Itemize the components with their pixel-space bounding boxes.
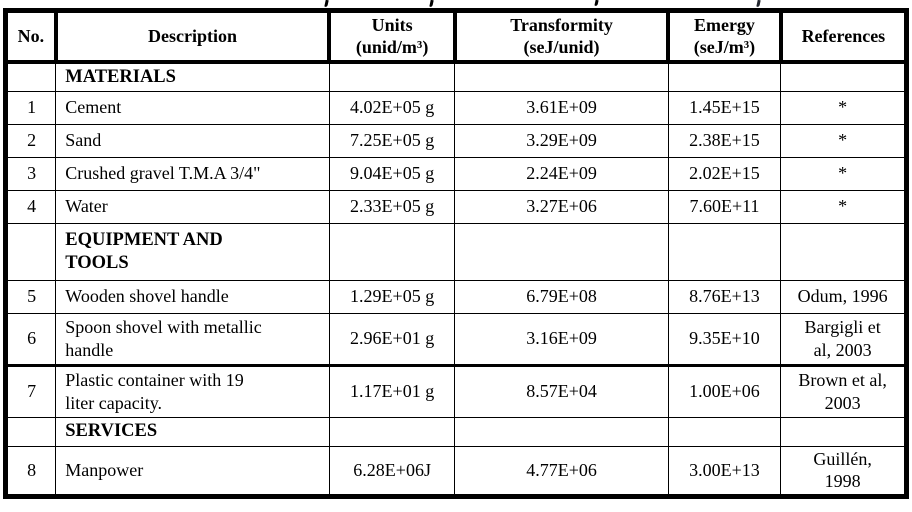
cell-emergy: 7.60E+11 (667, 189, 782, 224)
cell-description: Cement (55, 90, 330, 125)
cell-units: 9.04E+05 g (328, 156, 456, 191)
cell-units (328, 416, 456, 447)
cropped-caption-strip (0, 0, 912, 8)
cell-no (4, 416, 57, 447)
col-header-description: Description (53, 8, 332, 65)
cell-references: Guillén, 1998 (780, 445, 907, 497)
cell-transformity (454, 61, 669, 92)
cropped-text-fragment (756, 0, 761, 8)
cell-transformity: 3.27E+06 (454, 189, 669, 224)
table-row-sand: 2 Sand 7.25E+05 g 3.29E+09 2.38E+15 * (4, 123, 907, 158)
col-header-references: References (778, 8, 909, 65)
cell-no (4, 61, 57, 92)
cell-transformity: 3.61E+09 (454, 90, 669, 125)
cell-description: Crushed gravel T.M.A 3/4" (55, 156, 330, 191)
section-title: MATERIALS (55, 61, 330, 92)
cell-units: 4.02E+05 g (328, 90, 456, 125)
table-header-row: No. Description Units (unid/m³) Transfor… (3, 8, 909, 65)
cell-emergy: 3.00E+13 (667, 445, 782, 497)
cell-description: Water (55, 189, 330, 224)
emergy-analysis-table: No. Description Units (unid/m³) Transfor… (3, 8, 909, 499)
cell-references: * (780, 90, 907, 125)
cell-units: 2.96E+01 g (328, 312, 456, 366)
cell-units: 1.17E+01 g (328, 363, 456, 418)
cell-transformity: 2.24E+09 (454, 156, 669, 191)
table-row-crushed-gravel: 3 Crushed gravel T.M.A 3/4" 9.04E+05 g 2… (4, 156, 907, 191)
table-row-cement: 1 Cement 4.02E+05 g 3.61E+09 1.45E+15 * (4, 90, 907, 125)
cell-transformity: 6.79E+08 (454, 279, 669, 314)
col-header-transformity: Transformity (seJ/unid) (452, 8, 671, 65)
cell-description: Sand (55, 123, 330, 158)
cell-transformity: 8.57E+04 (454, 363, 669, 418)
cropped-text-fragment (429, 0, 434, 8)
cell-transformity: 3.29E+09 (454, 123, 669, 158)
cell-no: 8 (4, 445, 57, 497)
cell-units (328, 222, 456, 281)
cell-transformity: 3.16E+09 (454, 312, 669, 366)
cell-emergy (667, 416, 782, 447)
cell-references: Bargigli et al, 2003 (780, 312, 907, 366)
cell-description: Manpower (55, 445, 330, 497)
table-row-plastic-container: 7 Plastic container with 19 liter capaci… (4, 363, 907, 418)
col-header-units: Units (unid/m³) (327, 8, 457, 65)
col-header-emergy: Emergy (seJ/m³) (666, 8, 783, 65)
cell-no: 7 (4, 363, 57, 418)
cell-units (328, 61, 456, 92)
cell-transformity: 4.77E+06 (454, 445, 669, 497)
section-title: EQUIPMENT AND TOOLS (55, 222, 330, 281)
cell-no: 6 (4, 312, 57, 366)
cell-emergy: 1.00E+06 (667, 363, 782, 418)
cell-emergy: 8.76E+13 (667, 279, 782, 314)
cell-references: * (780, 123, 907, 158)
table-row-wooden-shovel-handle: 5 Wooden shovel handle 1.29E+05 g 6.79E+… (4, 279, 907, 314)
cell-transformity (454, 222, 669, 281)
cell-no: 2 (4, 123, 57, 158)
table-row-manpower: 8 Manpower 6.28E+06J 4.77E+06 3.00E+13 G… (4, 445, 907, 497)
section-title: SERVICES (55, 416, 330, 447)
cell-references: Odum, 1996 (780, 279, 907, 314)
cell-emergy (667, 61, 782, 92)
cell-references: Brown et al, 2003 (780, 363, 907, 418)
cell-emergy (667, 222, 782, 281)
cell-description: Wooden shovel handle (55, 279, 330, 314)
cell-emergy: 2.02E+15 (667, 156, 782, 191)
table-row-spoon-shovel: 6 Spoon shovel with metallic handle 2.96… (4, 312, 907, 366)
cell-references (780, 61, 907, 92)
cell-no: 1 (4, 90, 57, 125)
cell-references (780, 222, 907, 281)
cell-description: Spoon shovel with metallic handle (55, 312, 330, 366)
cell-units: 1.29E+05 g (328, 279, 456, 314)
table-row-water: 4 Water 2.33E+05 g 3.27E+06 7.60E+11 * (4, 189, 907, 224)
cell-no: 3 (4, 156, 57, 191)
cell-units: 7.25E+05 g (328, 123, 456, 158)
cell-no: 5 (4, 279, 57, 314)
cropped-text-fragment (324, 0, 329, 8)
cell-references (780, 416, 907, 447)
cell-emergy: 2.38E+15 (667, 123, 782, 158)
cell-no: 4 (4, 189, 57, 224)
cell-references: * (780, 189, 907, 224)
cell-description: Plastic container with 19 liter capacity… (55, 363, 330, 418)
cell-emergy: 1.45E+15 (667, 90, 782, 125)
section-row-materials: MATERIALS (4, 61, 907, 92)
section-row-services: SERVICES (4, 416, 907, 447)
section-row-equipment-and-tools: EQUIPMENT AND TOOLS (4, 222, 907, 281)
cell-units: 2.33E+05 g (328, 189, 456, 224)
cropped-text-fragment (594, 0, 599, 7)
cell-no (4, 222, 57, 281)
col-header-no: No. (3, 8, 58, 65)
cell-units: 6.28E+06J (328, 445, 456, 497)
cell-emergy: 9.35E+10 (667, 312, 782, 366)
cell-transformity (454, 416, 669, 447)
cell-references: * (780, 156, 907, 191)
